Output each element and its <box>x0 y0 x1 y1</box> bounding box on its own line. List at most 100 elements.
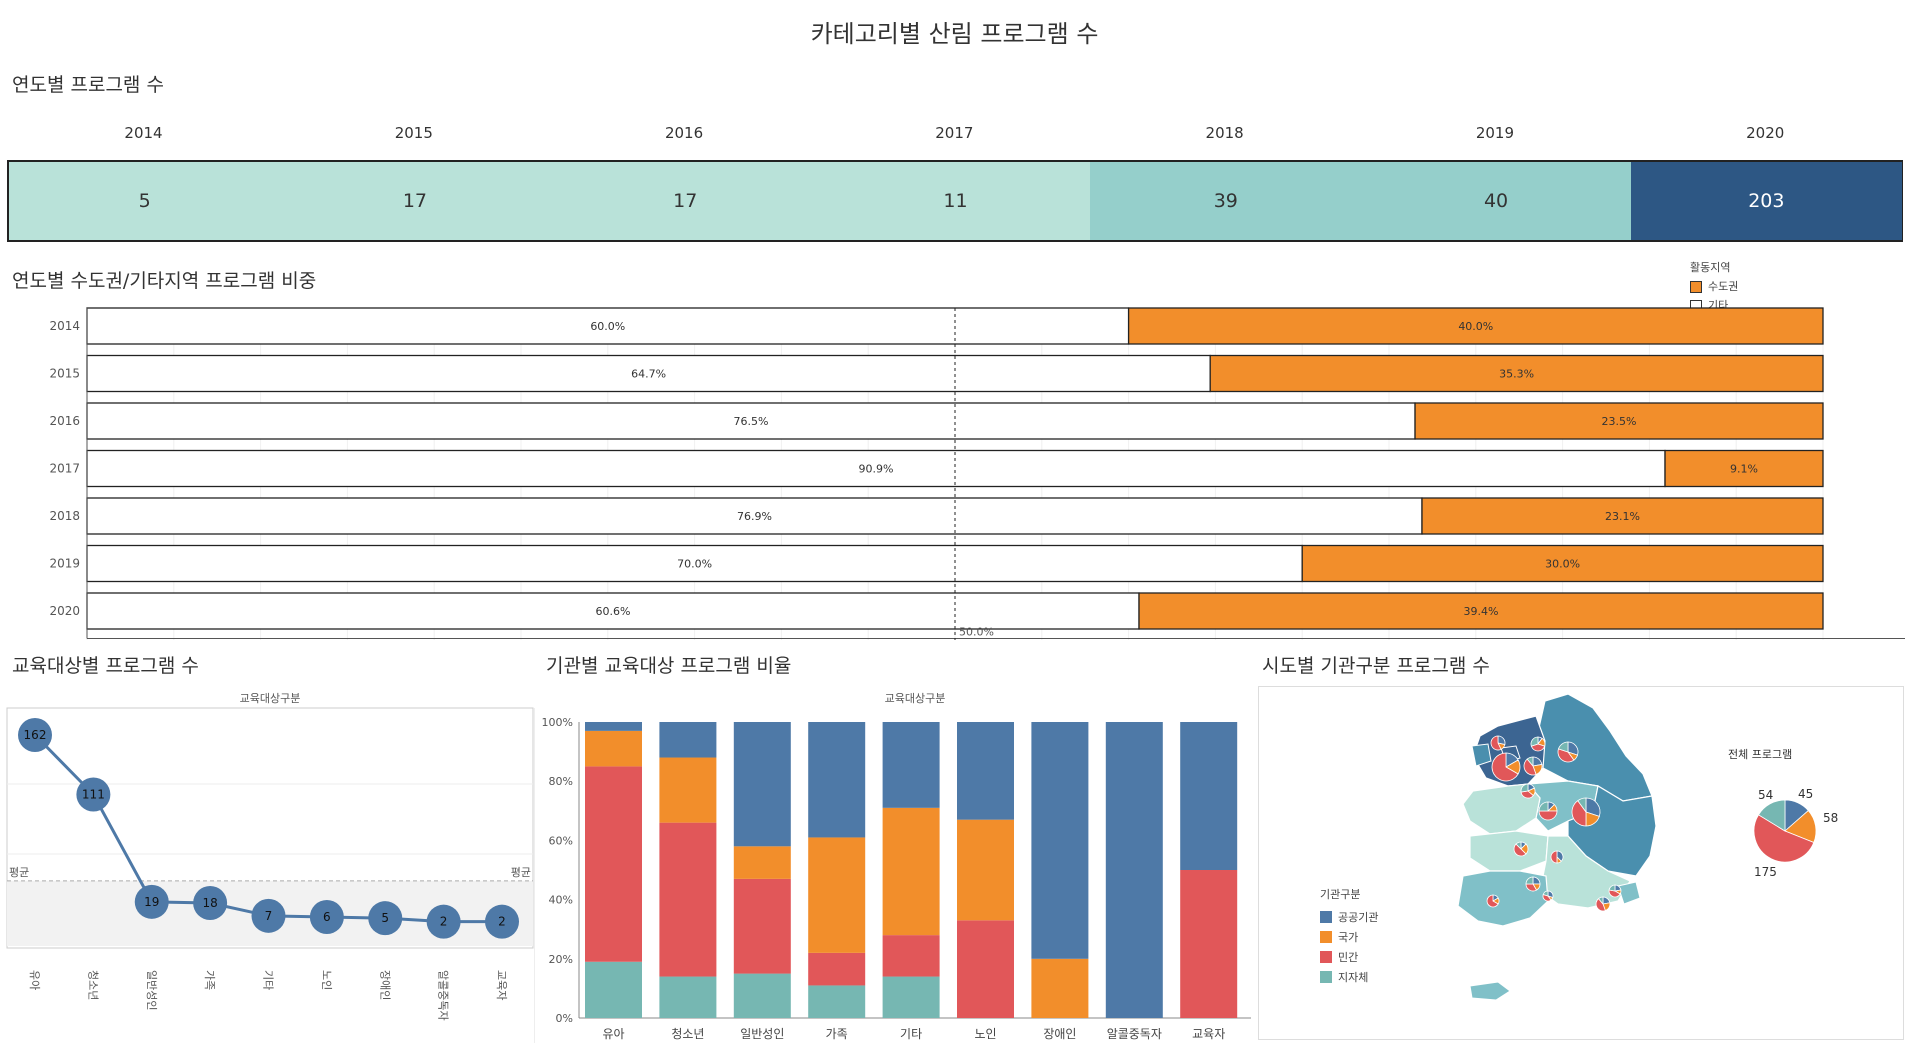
region-bar-other[interactable] <box>86 354 1211 393</box>
pie-slice-지자체[interactable] <box>1542 890 1549 897</box>
agency-bar-공공기관[interactable] <box>585 722 642 731</box>
pie-slice-지자체[interactable] <box>1557 741 1569 753</box>
regional-pie[interactable] <box>1550 850 1564 864</box>
agency-bar-국가[interactable] <box>957 819 1014 921</box>
region-bar-metro[interactable] <box>1421 497 1824 535</box>
pie-slice-지자체[interactable] <box>1608 884 1616 892</box>
pie-slice-민간[interactable] <box>1490 735 1502 751</box>
target-point-장애인[interactable] <box>368 901 403 936</box>
region-bar-metro[interactable] <box>1127 307 1824 345</box>
agency-bar-공공기관[interactable] <box>659 722 717 758</box>
agency-bar-지자체[interactable] <box>659 976 717 1018</box>
national-total-pie[interactable] <box>1753 799 1817 863</box>
region-bar-metro[interactable] <box>1138 592 1824 630</box>
agency-bar-공공기관[interactable] <box>808 722 866 838</box>
agency-bar-공공기관[interactable] <box>882 722 940 808</box>
yearly-cell-2020[interactable]: 203 <box>1630 162 1902 240</box>
region-bar-metro[interactable] <box>1209 354 1824 393</box>
agency-bar-민간[interactable] <box>733 878 791 974</box>
target-point-교육자[interactable] <box>485 904 519 939</box>
agency-bar-지자체[interactable] <box>733 973 791 1018</box>
target-point-노인[interactable] <box>309 900 344 934</box>
map-region-busan[interactable] <box>1617 881 1641 905</box>
agency-bar-민간[interactable] <box>585 766 642 962</box>
agency-bar-지자체[interactable] <box>808 985 866 1018</box>
pie-slice-민간[interactable] <box>1513 843 1527 857</box>
sido-legend-swatch[interactable] <box>1320 931 1332 943</box>
region-bar-metro[interactable] <box>1301 544 1824 583</box>
pie-slice-민간[interactable] <box>1550 850 1558 864</box>
pie-slice-지자체[interactable] <box>1597 896 1604 906</box>
agency-bar-지자체[interactable] <box>585 961 642 1018</box>
region-bar-metro[interactable] <box>1414 402 1824 440</box>
agency-bar-민간[interactable] <box>808 952 866 986</box>
yearly-cell-2014[interactable]: 5 <box>9 162 281 240</box>
regional-pie[interactable] <box>1525 876 1541 892</box>
yearly-cell-2016[interactable]: 17 <box>549 162 821 240</box>
regional-pie[interactable] <box>1486 894 1500 908</box>
agency-bar-공공기관[interactable] <box>733 722 791 847</box>
pie-slice-민간[interactable] <box>1538 810 1558 821</box>
map-region-chungnam[interactable] <box>1462 783 1541 835</box>
regional-pie[interactable] <box>1608 884 1622 898</box>
map-region-jeonnam[interactable] <box>1457 870 1549 927</box>
map-region-jeonbuk[interactable] <box>1469 830 1549 872</box>
pie-slice-지자체[interactable] <box>1758 799 1786 832</box>
map-region-jeju[interactable] <box>1469 981 1511 1001</box>
sido-legend-swatch[interactable] <box>1320 911 1332 923</box>
region-bar-other[interactable] <box>86 544 1303 583</box>
region-legend-item-metro[interactable]: 수도권 <box>1690 277 1738 296</box>
agency-bar-민간[interactable] <box>659 822 717 977</box>
target-point-가족[interactable] <box>193 886 228 920</box>
agency-bar-지자체[interactable] <box>882 976 940 1018</box>
target-point-일반성인[interactable] <box>134 884 169 919</box>
pie-slice-공공기관[interactable] <box>1585 797 1601 817</box>
regional-pie[interactable] <box>1491 752 1521 782</box>
map-region-incheon[interactable] <box>1471 743 1492 767</box>
yearly-cell-2015[interactable]: 17 <box>279 162 551 240</box>
region-bar-other[interactable] <box>86 402 1416 440</box>
pie-slice-민간[interactable] <box>1753 814 1815 863</box>
pie-slice-지자체[interactable] <box>1538 801 1549 812</box>
pie-slice-지자체[interactable] <box>1520 783 1529 793</box>
regional-pie[interactable] <box>1530 736 1546 752</box>
agency-bar-국가[interactable] <box>1031 958 1089 1018</box>
target-point-알콜중독자[interactable] <box>426 904 461 939</box>
sido-legend-swatch[interactable] <box>1320 951 1332 963</box>
pie-slice-민간[interactable] <box>1486 894 1499 908</box>
sido-legend-swatch[interactable] <box>1320 971 1332 983</box>
agency-bar-공공기관[interactable] <box>1180 722 1238 870</box>
agency-bar-국가[interactable] <box>585 730 642 767</box>
target-point-기타[interactable] <box>251 898 286 933</box>
pie-slice-지자체[interactable] <box>1515 841 1522 850</box>
target-point-청소년[interactable] <box>76 777 111 812</box>
agency-bar-민간[interactable] <box>957 920 1014 1018</box>
regional-pie[interactable] <box>1571 797 1601 827</box>
regional-pie[interactable] <box>1557 741 1579 763</box>
region-bar-other[interactable] <box>86 449 1666 488</box>
pie-slice-민간[interactable] <box>1571 800 1587 827</box>
agency-bar-민간[interactable] <box>1180 870 1238 1018</box>
region-bar-metro[interactable] <box>1664 449 1824 488</box>
yearly-cell-2018[interactable]: 39 <box>1090 162 1362 240</box>
agency-bar-국가[interactable] <box>882 807 940 936</box>
pie-slice-지자체[interactable] <box>1530 736 1539 747</box>
regional-pie[interactable] <box>1542 890 1554 902</box>
regional-pie[interactable] <box>1520 783 1536 799</box>
agency-bar-공공기관[interactable] <box>1031 722 1089 959</box>
yearly-cell-2019[interactable]: 40 <box>1360 162 1632 240</box>
pie-slice-지자체[interactable] <box>1525 876 1534 885</box>
pie-slice-민간[interactable] <box>1557 748 1575 763</box>
regional-pie[interactable] <box>1513 841 1529 857</box>
agency-bar-국가[interactable] <box>733 846 791 879</box>
agency-bar-공공기관[interactable] <box>1105 722 1163 1018</box>
pie-slice-민간[interactable] <box>1523 758 1537 776</box>
pie-slice-지자체[interactable] <box>1526 756 1534 768</box>
regional-pie[interactable] <box>1490 735 1506 751</box>
agency-bar-공공기관[interactable] <box>957 722 1014 820</box>
agency-bar-국가[interactable] <box>808 837 866 953</box>
regional-pie[interactable] <box>1538 801 1558 821</box>
target-point-유아[interactable] <box>18 718 52 752</box>
regional-pie[interactable] <box>1595 896 1611 912</box>
map-region-gyeongbuk[interactable] <box>1567 785 1657 877</box>
